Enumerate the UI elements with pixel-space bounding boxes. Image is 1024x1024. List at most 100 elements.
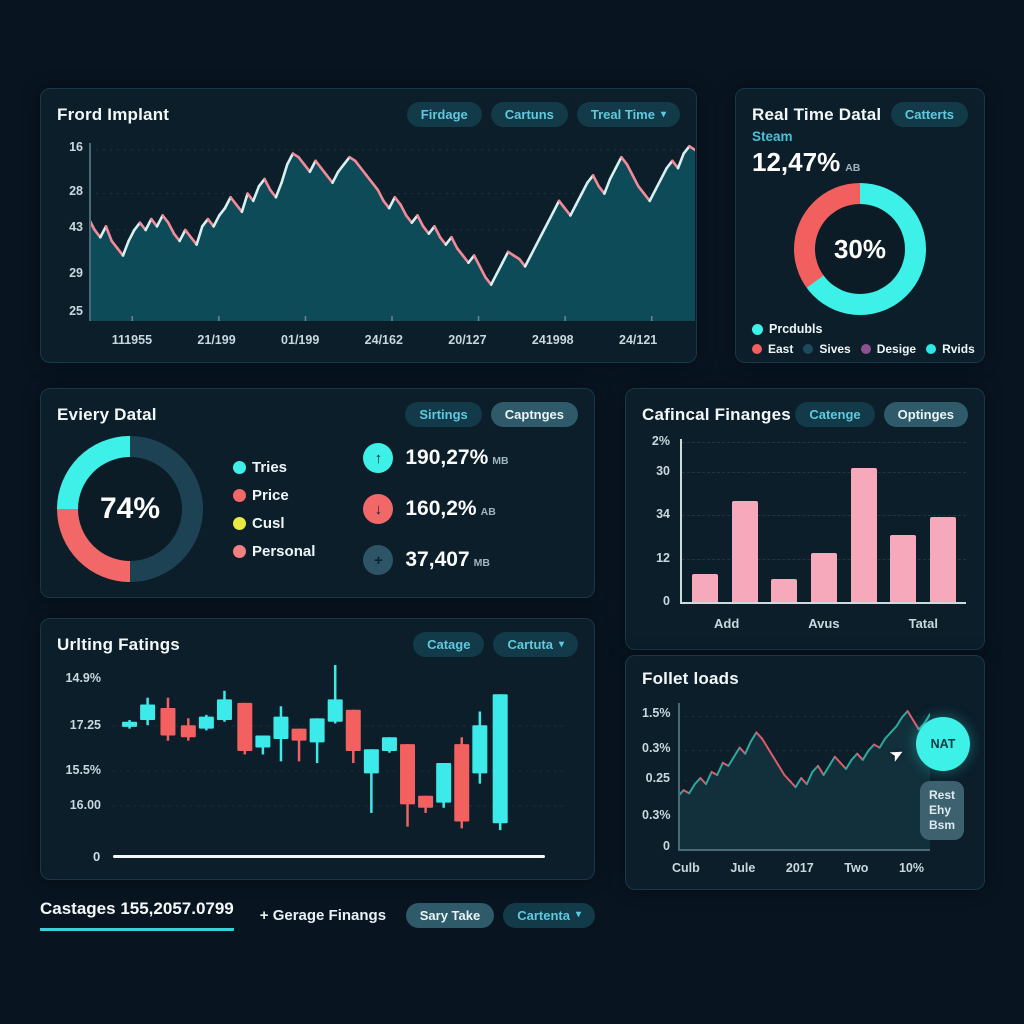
button-label: Treal Time [590, 107, 655, 122]
eviery-body: 74% Tries Price Cusl Personal ↑ 190,27% MB ↓ 16… [57, 436, 578, 582]
legend-label: Tries [252, 458, 288, 476]
urting-panel: Urlting Fatings Catage Cartuta ▾ 14.9% 17.2… [40, 618, 595, 880]
eviery-donut-chart: 74% [57, 436, 203, 582]
legend-item-prcdubls: Prcdubls [752, 322, 823, 336]
legend-dot [233, 488, 246, 502]
gridline [682, 472, 966, 473]
chevron-down-icon: ▾ [575, 909, 581, 920]
legend-label: Cusl [252, 514, 285, 532]
footer-label-underline: Castages 155,2057.0799 [40, 899, 234, 931]
bar [929, 517, 956, 602]
down-arrow-icon: ↓ [363, 494, 394, 524]
x-tick-label: Avus [808, 616, 840, 631]
market-trend-panel: Frord Implant Firdage Cartuns Treal Time ▾ … [40, 88, 697, 363]
button-cartenta[interactable]: Cartenta ▾ [503, 902, 595, 928]
realtime-legend-row-1: Prcdubls [752, 322, 968, 336]
footer-label: Castages 155,2057.0799 [40, 899, 234, 918]
button-label: Cartuta [507, 637, 553, 652]
follet-area-chart [678, 703, 930, 851]
y-tick-label: 14.9% [65, 670, 101, 685]
button-cartuta[interactable]: Cartuta ▾ [493, 632, 578, 657]
x-tick-label: 111955 [111, 333, 153, 347]
bar [810, 553, 837, 602]
legend-item-tries: Tries [233, 459, 315, 476]
button-firdage[interactable]: Firdage [406, 102, 482, 127]
stat-value: 37,407 [405, 548, 470, 571]
button-optinges[interactable]: Optinges [883, 402, 968, 427]
legend-item-east: East [752, 342, 793, 356]
cafincal-x-axis: Add Avus Tatal [680, 616, 966, 631]
legend-label: Desige [876, 342, 917, 356]
stat-unit: AB [480, 506, 496, 518]
stat-row: ↑ 190,27% MB [363, 443, 509, 473]
cafincal-panel-title: Cafincal Finanges [642, 404, 791, 424]
button-label: Cartuns [504, 107, 554, 122]
rest-badge[interactable]: Rest Ehy Bsm [920, 781, 965, 840]
cafincal-panel: Cafincal Finanges Catenge Optinges 2% 30 34… [625, 388, 985, 650]
button-label: Cartenta [517, 907, 570, 923]
y-tick-label: 34 [656, 506, 670, 521]
y-tick-label: 25 [69, 303, 83, 318]
y-tick-label: 0 [663, 839, 670, 854]
legend-item-cusl: Cusl [233, 515, 315, 532]
realtime-big-value-row: 12,47% AB [752, 147, 968, 178]
button-label: Catenge [809, 407, 861, 422]
legend-label: Prcdubls [769, 322, 823, 336]
eviery-panel: Eviery Datal Sirtings Captnges 74% Tries P… [40, 388, 595, 598]
x-tick-label: 20/127 [448, 333, 487, 347]
footer-button-row: Sary Take Cartenta ▾ [405, 902, 595, 928]
y-tick-label: 30 [656, 464, 670, 478]
button-sary-take[interactable]: Sary Take [405, 902, 495, 928]
realtime-big-unit: AB [845, 162, 861, 174]
button-catterts[interactable]: Catterts [890, 102, 968, 127]
realtime-donut-chart: 30% [794, 183, 926, 315]
button-catenge[interactable]: Catenge [795, 402, 875, 427]
realtime-panel-title: Real Time Datal [752, 104, 882, 124]
legend-item-personal: Personal [233, 543, 315, 560]
x-tick-label: 01/199 [281, 333, 320, 347]
market-panel-title: Frord Implant [57, 104, 170, 124]
nat-badge[interactable]: NAT [916, 717, 970, 771]
stat-unit: MB [492, 455, 509, 467]
button-label: Captnges [504, 407, 564, 422]
x-tick-label: Culb [672, 861, 700, 875]
x-tick-label: Tatal [908, 616, 938, 631]
y-tick-label: 0 [663, 594, 670, 609]
stat-text: 37,407 MB [405, 548, 490, 572]
legend-dot [233, 516, 246, 530]
cafincal-chart-area: 2% 30 34 12 0 Add Avus Tatal [642, 434, 968, 631]
y-tick-label: 29 [69, 265, 83, 280]
realtime-subtitle: Steam [752, 129, 793, 144]
button-cartuns[interactable]: Cartuns [490, 102, 568, 127]
legend-dot [803, 344, 814, 354]
urting-baseline [113, 855, 545, 858]
x-tick-label: 21/199 [197, 333, 236, 347]
y-tick-label: 0.25 [645, 771, 670, 786]
legend-dot [860, 344, 871, 354]
realtime-button-row: Catterts [890, 102, 968, 127]
legend-dot [926, 344, 937, 354]
x-tick-label: 24/162 [364, 333, 403, 347]
eviery-stats: ↑ 190,27% MB ↓ 160,2% AB +37,407 MB [363, 443, 509, 575]
market-x-axis: 111955 21/199 01/199 24/162 20/127 241998 24/1… [89, 333, 680, 347]
stat-value: 160,2% [405, 497, 477, 520]
button-label: Catterts [904, 107, 954, 122]
cafincal-bar-chart [680, 439, 966, 604]
follet-panel-title: Follet loads [642, 669, 739, 688]
legend-dot [233, 460, 246, 474]
chevron-down-icon: ▾ [558, 638, 564, 650]
x-tick-label: Two [844, 861, 869, 875]
button-label: Catage [427, 637, 471, 652]
legend-item-price: Price [233, 487, 315, 504]
plus-icon: + [363, 545, 394, 575]
button-sirtings[interactable]: Sirtings [405, 402, 482, 427]
button-catage[interactable]: Catage [413, 632, 485, 657]
x-tick-label: Jule [730, 861, 756, 875]
button-treal-time[interactable]: Treal Time ▾ [576, 102, 680, 127]
legend-dot [752, 323, 763, 335]
button-captnges[interactable]: Captnges [490, 402, 578, 427]
rest-badge-line: Bsm [929, 818, 956, 832]
stat-text: 160,2% AB [405, 497, 495, 521]
legend-label: East [768, 342, 794, 356]
